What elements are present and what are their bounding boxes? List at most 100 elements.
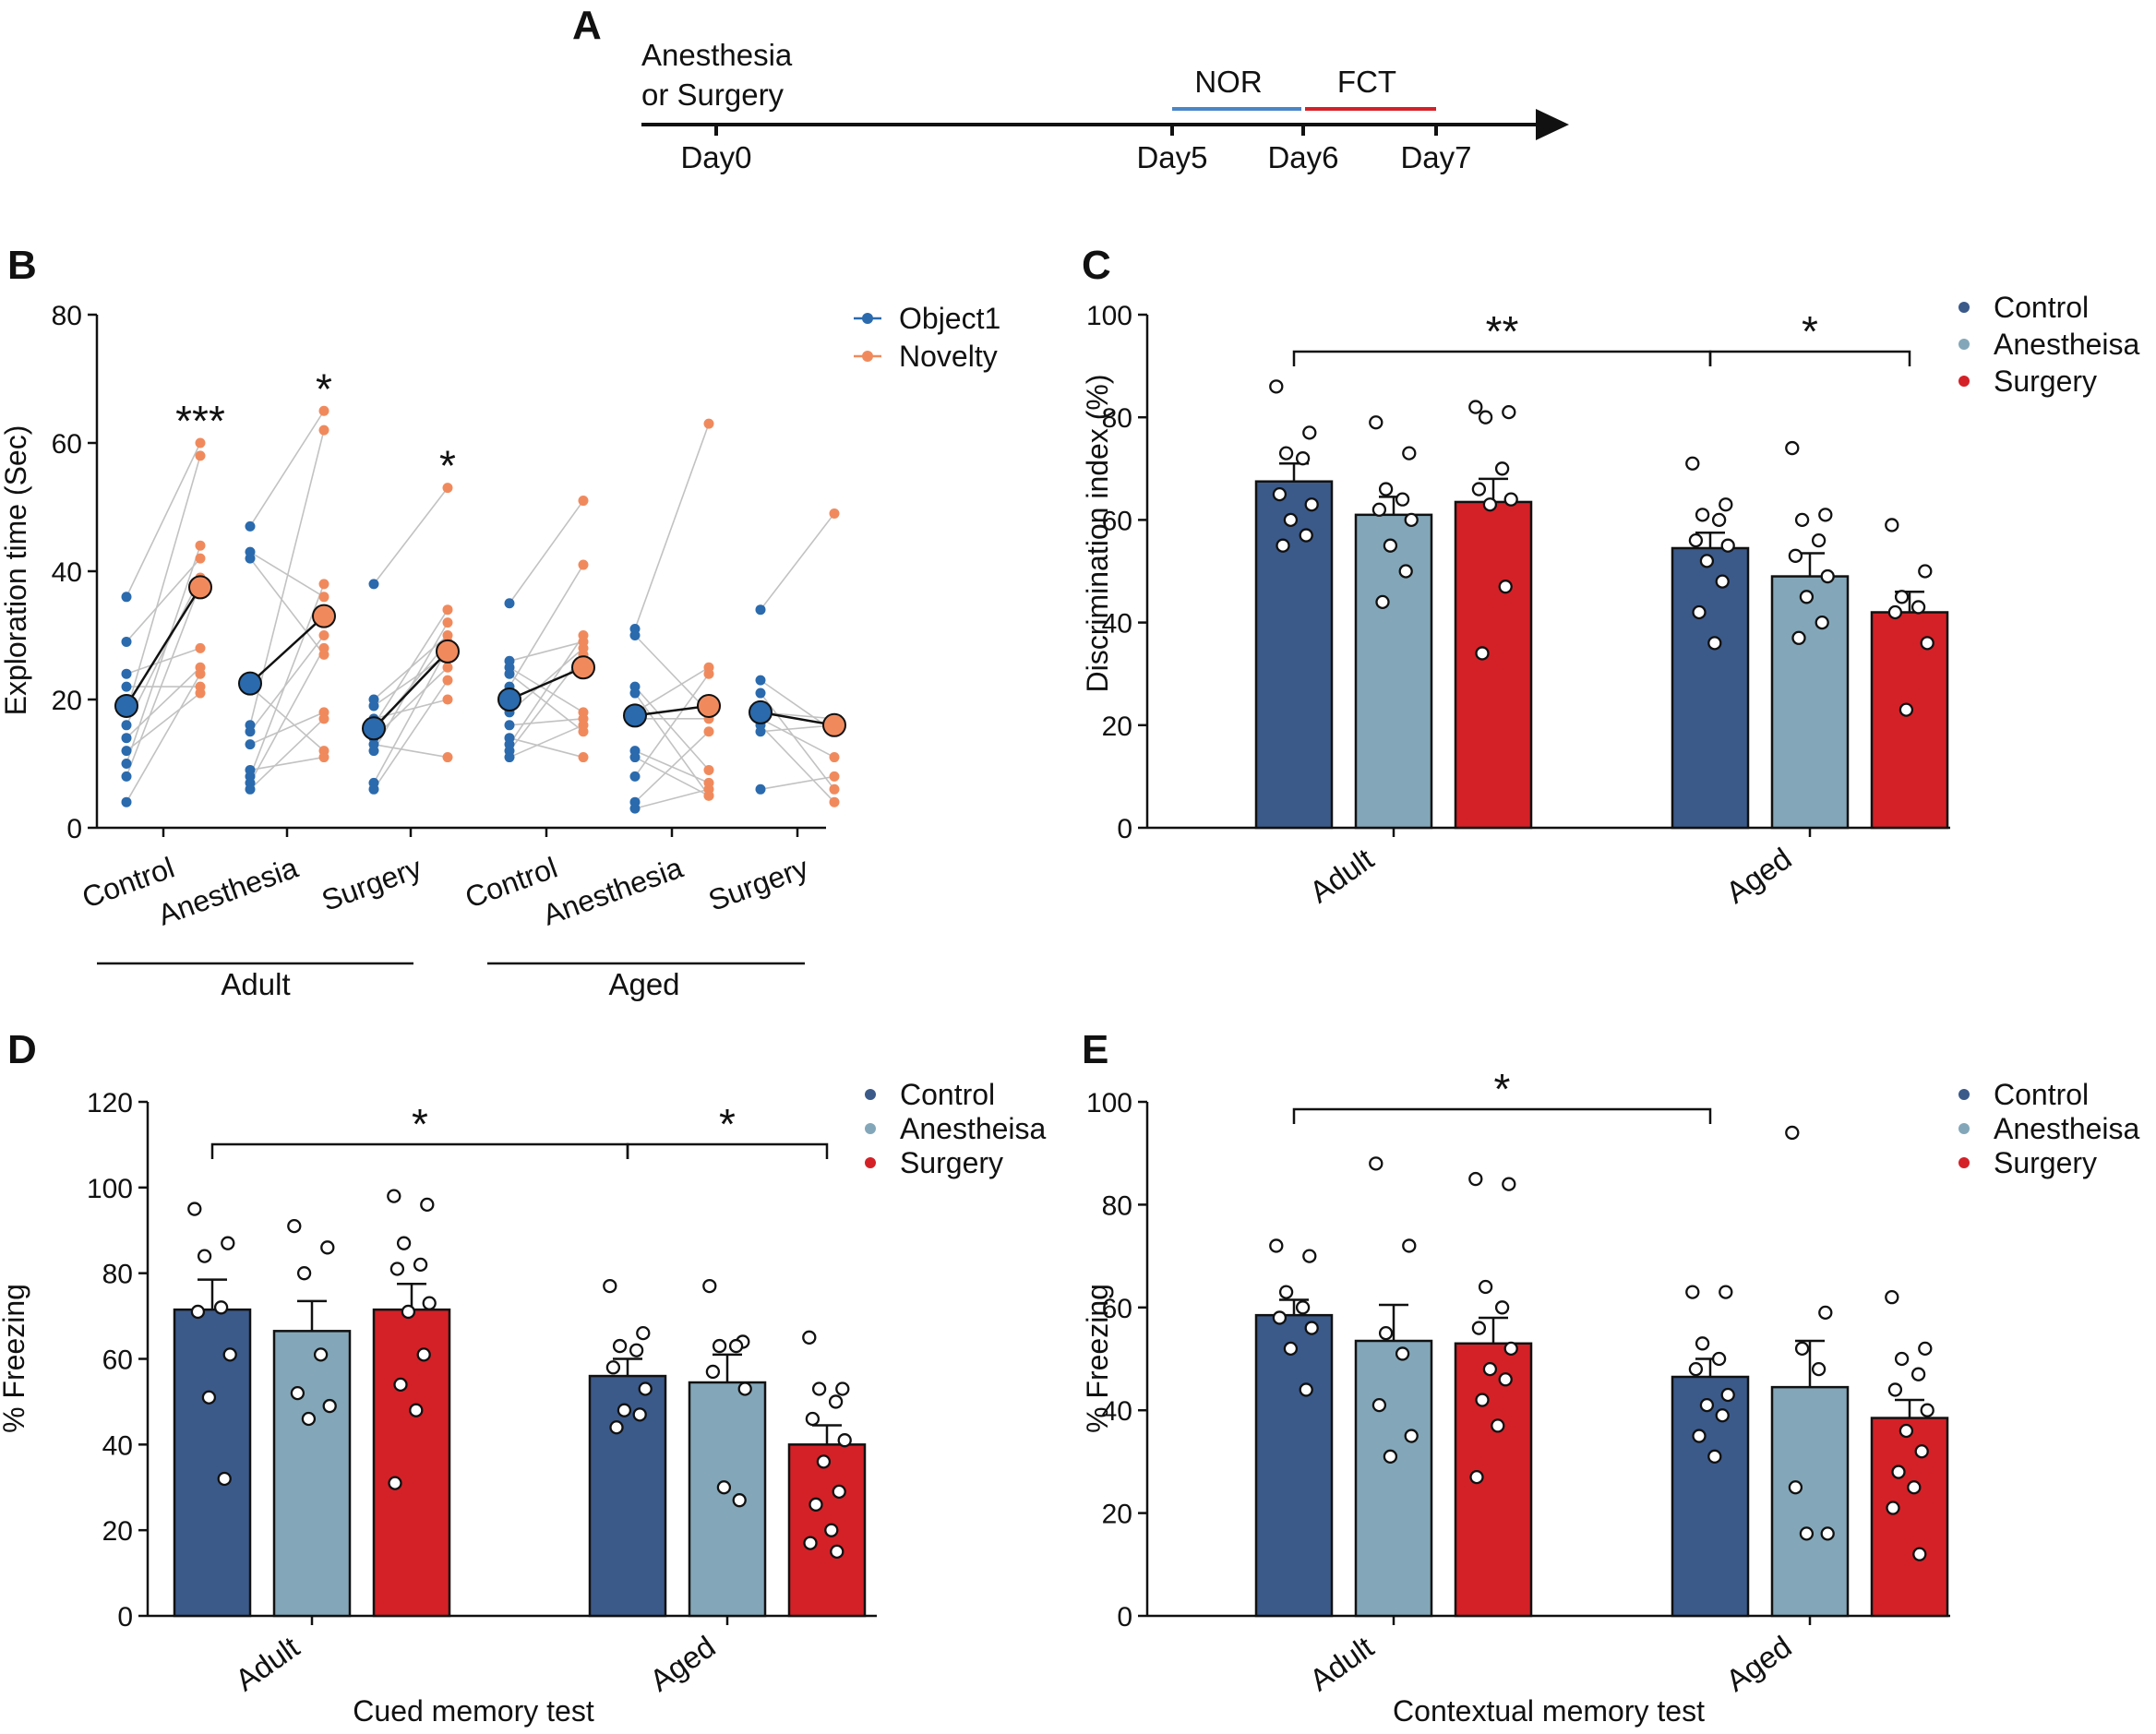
control-data-point bbox=[1304, 497, 1319, 512]
panel-b-plot: ***** bbox=[114, 365, 846, 814]
object1-mean-marker bbox=[497, 688, 521, 712]
object1-point bbox=[755, 604, 766, 616]
control-data-point bbox=[1699, 554, 1715, 568]
control-data-point bbox=[197, 1249, 212, 1263]
panel-e-letter: E bbox=[1082, 1027, 1108, 1072]
legend-control-marker bbox=[1958, 302, 1970, 313]
panel-b-x-tick-label: Surgery bbox=[704, 851, 813, 917]
surgery-bar bbox=[1454, 1342, 1533, 1618]
object1-point bbox=[121, 733, 132, 744]
panel-d-legend: Control Anestheisa Surgery bbox=[865, 1078, 1047, 1179]
anesthesia-data-point bbox=[1402, 446, 1417, 460]
anesthesia-data-point bbox=[1383, 538, 1398, 553]
anesthesia-data-point bbox=[716, 1480, 732, 1495]
object1-point bbox=[629, 688, 641, 699]
panel-b-x-tick-label: Anesthesia bbox=[153, 851, 302, 932]
panel-a-letter: A bbox=[572, 3, 602, 48]
surgery-data-point bbox=[1914, 1444, 1929, 1459]
control-data-point bbox=[636, 1326, 651, 1341]
surgery-data-point bbox=[1894, 590, 1910, 604]
surgery-data-point bbox=[1498, 1372, 1513, 1387]
anesthesia-data-point bbox=[732, 1493, 747, 1508]
mean-connector bbox=[760, 711, 835, 727]
panel-d-y-tick-label: 40 bbox=[102, 1430, 133, 1461]
surgery-data-point bbox=[1475, 1393, 1490, 1407]
anesthesia-data-point bbox=[1794, 1341, 1810, 1357]
panel-c-y-tick-label: 60 bbox=[1102, 506, 1132, 536]
panel-d-y-tick-label: 100 bbox=[87, 1174, 133, 1204]
day5-label: Day5 bbox=[1136, 140, 1207, 174]
control-data-point bbox=[1685, 1285, 1700, 1299]
novelty-point bbox=[703, 726, 714, 737]
anesthesia-data-point bbox=[1383, 1449, 1398, 1464]
surgery-data-point bbox=[816, 1454, 832, 1469]
control-data-point bbox=[1720, 1387, 1735, 1403]
object1-mean-marker bbox=[623, 703, 647, 728]
mean-connector bbox=[634, 704, 710, 717]
pair-line bbox=[509, 724, 584, 759]
object1-mean-marker bbox=[749, 700, 773, 724]
pair-line bbox=[249, 583, 325, 777]
pair-line bbox=[509, 500, 584, 604]
surgery-data-point bbox=[1482, 1361, 1498, 1377]
control-data-point bbox=[221, 1236, 235, 1250]
object1-point bbox=[504, 720, 515, 731]
pair-line bbox=[126, 583, 201, 777]
pair-line bbox=[126, 692, 201, 752]
anesthesia-data-point bbox=[1369, 1156, 1383, 1171]
panel-c-aged-label: Aged bbox=[1719, 841, 1797, 910]
anesthesia-data-point bbox=[1378, 1326, 1394, 1341]
panel-b-x-tick-label: Surgery bbox=[317, 851, 426, 917]
novelty-point bbox=[442, 675, 453, 686]
control-data-point bbox=[1715, 574, 1730, 589]
surgery-data-point bbox=[1494, 461, 1510, 476]
surgery-data-point bbox=[1907, 1480, 1922, 1495]
control-data-point bbox=[1278, 446, 1294, 460]
surgery-data-point bbox=[1910, 600, 1926, 615]
pair-line bbox=[373, 648, 449, 783]
legend-surgery-label: Surgery bbox=[1994, 1146, 2097, 1179]
anesthesia-data-point bbox=[1820, 568, 1835, 584]
surgery-data-point bbox=[1471, 482, 1487, 496]
control-data-point bbox=[1688, 532, 1704, 548]
control-bar bbox=[173, 1308, 252, 1618]
surgery-data-point bbox=[422, 1296, 437, 1310]
panel-e-y-tick-label: 0 bbox=[1117, 1602, 1132, 1632]
surgery-data-point bbox=[1494, 1300, 1510, 1315]
surgery-data-point bbox=[1891, 1465, 1906, 1479]
panel-b-adult-label: Adult bbox=[221, 967, 290, 1001]
control-data-point bbox=[638, 1381, 653, 1396]
control-data-point bbox=[632, 1407, 647, 1422]
object1-point bbox=[121, 759, 132, 769]
object1-point bbox=[755, 675, 766, 686]
legend-surgery-marker bbox=[1958, 1157, 1970, 1168]
object1-mean-marker bbox=[114, 693, 138, 718]
surgery-data-point bbox=[1920, 1403, 1934, 1417]
panel-d-x-axis-title: Cued memory test bbox=[353, 1694, 594, 1728]
object1-point bbox=[504, 598, 515, 609]
novelty-point bbox=[318, 713, 329, 724]
legend-anesthesia-marker bbox=[865, 1123, 876, 1134]
anesthesia-data-point bbox=[1369, 415, 1383, 430]
panel-d-y-tick-label: 20 bbox=[102, 1516, 133, 1547]
control-data-point bbox=[201, 1390, 217, 1405]
pair-line bbox=[760, 718, 835, 759]
object1-point bbox=[245, 739, 256, 750]
object1-point bbox=[121, 771, 132, 782]
pair-line bbox=[373, 609, 449, 726]
surgery-data-point bbox=[835, 1381, 850, 1396]
control-data-point bbox=[1699, 1397, 1715, 1413]
panel-b-legend: Object1 Novelty bbox=[854, 302, 1000, 373]
pair-line bbox=[634, 692, 710, 796]
novelty-point bbox=[195, 668, 206, 679]
pair-line bbox=[634, 666, 710, 713]
control-data-point bbox=[1692, 1429, 1707, 1443]
novelty-point bbox=[195, 553, 206, 564]
control-data-point bbox=[1720, 538, 1735, 553]
panel-d-significance-label: * bbox=[719, 1100, 736, 1148]
pair-line bbox=[373, 743, 449, 759]
panel-c-y-tick-label: 80 bbox=[1102, 403, 1132, 434]
novelty-point bbox=[318, 425, 329, 436]
anesthesia-data-point bbox=[1395, 1346, 1410, 1361]
anesthesia-data-point bbox=[705, 1364, 721, 1380]
